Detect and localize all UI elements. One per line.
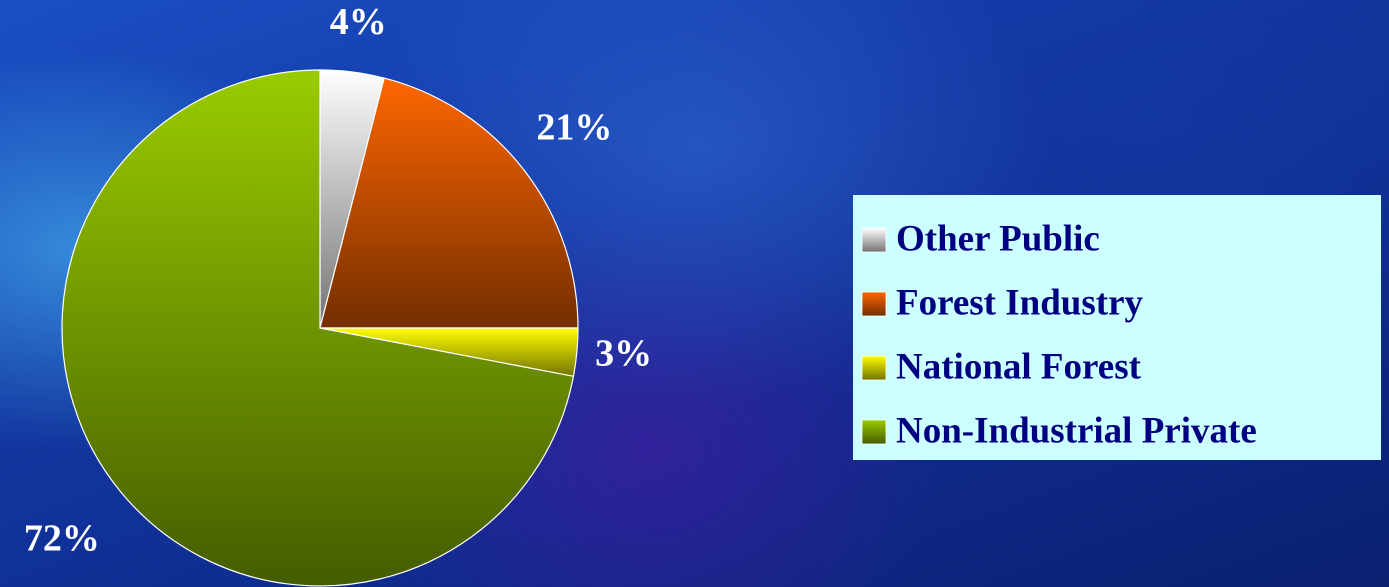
- legend-label: Other Public: [896, 218, 1100, 259]
- legend-label: Non-Industrial Private: [896, 410, 1257, 451]
- legend-swatch: [861, 419, 887, 445]
- pie-slice: [319, 77, 579, 329]
- legend-swatch: [861, 291, 887, 317]
- value-label: 72%: [24, 517, 100, 559]
- value-label: 4%: [330, 1, 387, 43]
- pie-slice: [61, 69, 575, 587]
- value-label: 3%: [595, 332, 652, 374]
- legend-label: National Forest: [896, 346, 1142, 387]
- legend-label: Forest Industry: [896, 282, 1144, 323]
- legend-box: [853, 195, 1381, 460]
- legend-swatch: [861, 227, 887, 253]
- legend-swatch: [861, 355, 887, 381]
- value-label: 21%: [536, 106, 612, 148]
